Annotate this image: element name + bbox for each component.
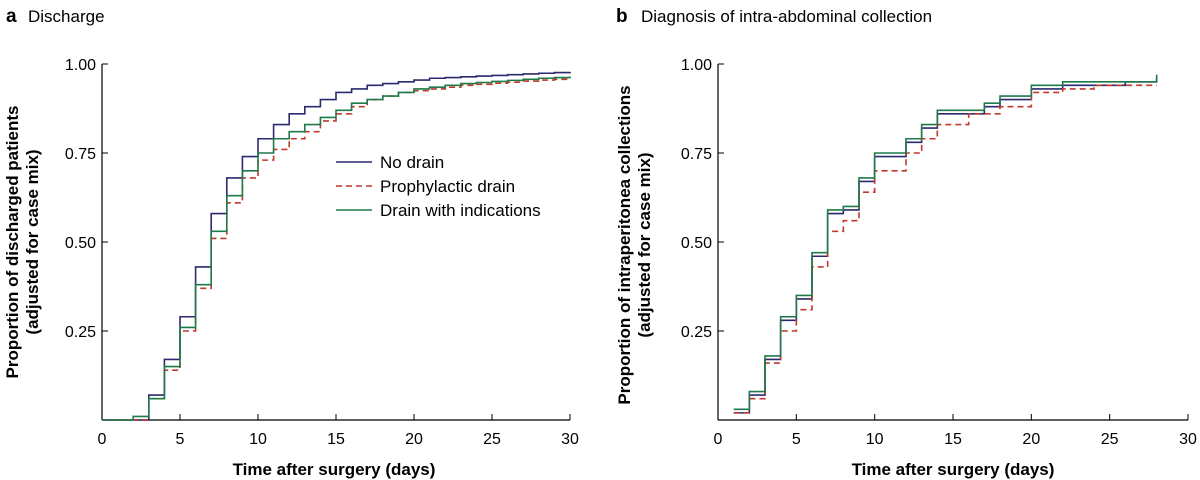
panel-b-x-tick-label: 25: [1101, 431, 1119, 448]
panel-b-y-tick-label: 0.75: [681, 146, 712, 163]
panel-a-ylabel-line2: (adjusted for case mix): [23, 149, 42, 334]
panel-a-ylabel-line1: Proportion of discharged patients: [3, 106, 22, 379]
panel-b-x-tick-label: 20: [1022, 431, 1040, 448]
panel-b-y-tick-label: 0.25: [681, 324, 712, 341]
panel-a-legend: No drain Prophylactic drain Drain with ind…: [336, 153, 541, 220]
panel-a-x-tick-label: 5: [176, 431, 185, 448]
panel-a-xlabel: Time after surgery (days): [233, 460, 436, 479]
panel-b-x-tick-label: 15: [944, 431, 962, 448]
panel-b-ylabel-line1: Proportion of intraperitonea collections: [615, 85, 634, 404]
panel-b-collection: b Diagnosis of intra-abdominal collectio…: [615, 6, 1197, 479]
panel-a-series-no-drain: [102, 71, 571, 421]
panel-a-x-tick-label: 10: [249, 431, 267, 448]
legend-label-no-drain: No drain: [380, 153, 444, 172]
panel-a-series-drain-with-indications: [102, 76, 571, 421]
panel-a-discharge: a Discharge Proportion of discharged pat…: [3, 6, 579, 479]
panel-a-x-tick-label: 25: [483, 431, 501, 448]
panel-b-ylabel-line2: (adjusted for case mix): [635, 152, 654, 337]
panel-a-y-tick-label: 0.75: [65, 146, 96, 163]
panel-a-title: Discharge: [28, 7, 105, 26]
panel-a-y-tick-label: 0.25: [65, 324, 96, 341]
panel-b-title: Diagnosis of intra-abdominal collection: [641, 7, 932, 26]
legend-label-prophylactic-drain: Prophylactic drain: [380, 177, 515, 196]
panel-b-x-tick-label: 30: [1179, 431, 1197, 448]
panel-b-series-no-drain: [733, 78, 1158, 414]
panel-b-x-tick-label: 0: [714, 431, 723, 448]
panel-b-series-drain-with-indications: [733, 74, 1158, 411]
panel-b-x-tick-label: 10: [866, 431, 884, 448]
panel-a-x-tick-label: 0: [98, 431, 107, 448]
panel-b-series-prophylactic-drain: [733, 84, 1157, 414]
panel-b-letter: b: [616, 6, 628, 27]
legend-label-drain-with-indications: Drain with indications: [380, 201, 541, 220]
panel-a-y-tick-label: 1.00: [65, 57, 96, 74]
panel-a-x-tick-label: 15: [327, 431, 345, 448]
panel-b-y-tick-label: 0.50: [681, 235, 712, 252]
panel-a-x-tick-label: 20: [405, 431, 423, 448]
panel-a-letter: a: [6, 6, 17, 27]
panel-a-y-tick-label: 0.50: [65, 235, 96, 252]
panel-b-y-tick-label: 1.00: [681, 57, 712, 74]
panel-b-x-tick-label: 5: [792, 431, 801, 448]
panel-b-xlabel: Time after surgery (days): [852, 460, 1055, 479]
panel-a-x-tick-label: 30: [561, 431, 579, 448]
panel-a-series-prophylactic-drain: [102, 78, 571, 421]
